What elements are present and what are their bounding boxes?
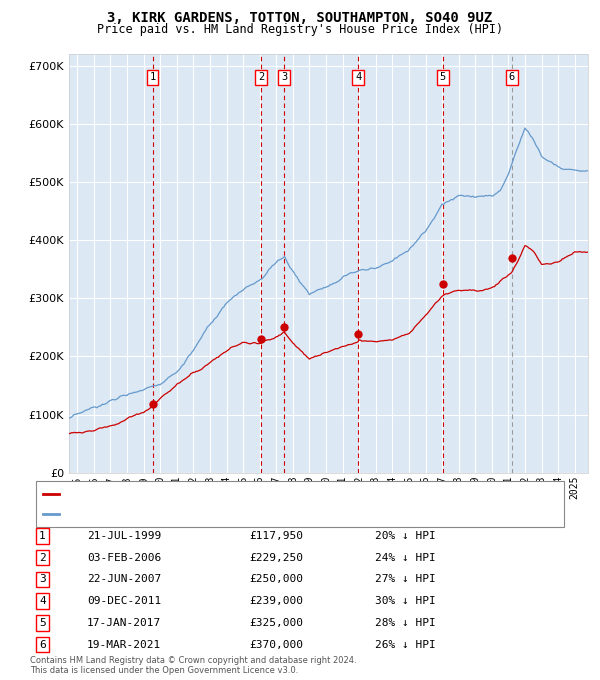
Text: 3: 3 <box>281 72 287 82</box>
Text: 6: 6 <box>39 640 46 649</box>
Text: 09-DEC-2011: 09-DEC-2011 <box>87 596 161 606</box>
Text: £250,000: £250,000 <box>249 575 303 584</box>
Text: 4: 4 <box>355 72 361 82</box>
Text: 1: 1 <box>149 72 156 82</box>
Text: 3: 3 <box>39 575 46 584</box>
Text: 19-MAR-2021: 19-MAR-2021 <box>87 640 161 649</box>
Text: 03-FEB-2006: 03-FEB-2006 <box>87 553 161 562</box>
Text: 17-JAN-2017: 17-JAN-2017 <box>87 618 161 628</box>
Text: 5: 5 <box>440 72 446 82</box>
Text: 27% ↓ HPI: 27% ↓ HPI <box>375 575 436 584</box>
Text: 21-JUL-1999: 21-JUL-1999 <box>87 531 161 541</box>
Text: Price paid vs. HM Land Registry's House Price Index (HPI): Price paid vs. HM Land Registry's House … <box>97 22 503 35</box>
Text: This data is licensed under the Open Government Licence v3.0.: This data is licensed under the Open Gov… <box>30 666 298 675</box>
Text: 2: 2 <box>258 72 265 82</box>
Text: 5: 5 <box>39 618 46 628</box>
Text: Contains HM Land Registry data © Crown copyright and database right 2024.: Contains HM Land Registry data © Crown c… <box>30 656 356 665</box>
Text: 30% ↓ HPI: 30% ↓ HPI <box>375 596 436 606</box>
Text: £117,950: £117,950 <box>249 531 303 541</box>
Text: 1: 1 <box>39 531 46 541</box>
Text: 3, KIRK GARDENS, TOTTON, SOUTHAMPTON, SO40 9UZ (detached house): 3, KIRK GARDENS, TOTTON, SOUTHAMPTON, SO… <box>63 489 433 498</box>
Text: 28% ↓ HPI: 28% ↓ HPI <box>375 618 436 628</box>
Text: 22-JUN-2007: 22-JUN-2007 <box>87 575 161 584</box>
Text: 4: 4 <box>39 596 46 606</box>
Text: 6: 6 <box>509 72 515 82</box>
Text: £239,000: £239,000 <box>249 596 303 606</box>
Text: £325,000: £325,000 <box>249 618 303 628</box>
Text: 20% ↓ HPI: 20% ↓ HPI <box>375 531 436 541</box>
Text: 3, KIRK GARDENS, TOTTON, SOUTHAMPTON, SO40 9UZ: 3, KIRK GARDENS, TOTTON, SOUTHAMPTON, SO… <box>107 11 493 24</box>
Text: £229,250: £229,250 <box>249 553 303 562</box>
Text: 24% ↓ HPI: 24% ↓ HPI <box>375 553 436 562</box>
Text: HPI: Average price, detached house, New Forest: HPI: Average price, detached house, New … <box>63 509 333 519</box>
Text: £370,000: £370,000 <box>249 640 303 649</box>
Text: 26% ↓ HPI: 26% ↓ HPI <box>375 640 436 649</box>
Text: 2: 2 <box>39 553 46 562</box>
